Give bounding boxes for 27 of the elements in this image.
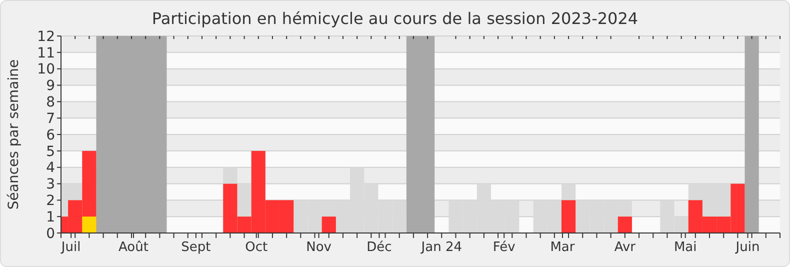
x-tick-label: Jan 24 (420, 240, 462, 255)
y-axis-title: Séances par semaine (6, 59, 22, 210)
y-tick-label: 7 (46, 110, 55, 127)
x-tick-label: Nov (306, 240, 332, 255)
y-tick-label: 10 (37, 62, 55, 78)
y-tick-label: 4 (46, 160, 56, 176)
chart-title: Participation en hémicycle au cours de la session 2023-2024 (152, 9, 638, 28)
y-tick-label: 6 (46, 127, 56, 144)
x-tick-label: Mai (674, 240, 697, 255)
x-tick-label: Juil (60, 240, 81, 255)
y-tick-label: 8 (46, 94, 55, 111)
y-tick-label: 3 (46, 176, 55, 193)
x-tick-label: Oct (245, 240, 268, 255)
y-tick-label: 0 (46, 226, 55, 242)
x-tick-label: Sept (181, 240, 211, 255)
x-tick-label: Juin (734, 240, 760, 255)
y-tick-label: 1 (46, 209, 55, 226)
y-tick-label: 9 (46, 78, 55, 94)
y-tick-label: 2 (46, 193, 55, 210)
y-tick-label: 5 (46, 144, 55, 160)
x-tick-label: Mar (550, 240, 576, 255)
x-tick-label: Août (118, 240, 148, 255)
x-tick-label: Déc (366, 240, 392, 255)
x-tick-label: Fév (492, 240, 516, 255)
y-tick-label: 11 (37, 45, 55, 62)
x-tick-label: Avr (614, 240, 636, 255)
y-tick-label: 12 (37, 28, 55, 45)
